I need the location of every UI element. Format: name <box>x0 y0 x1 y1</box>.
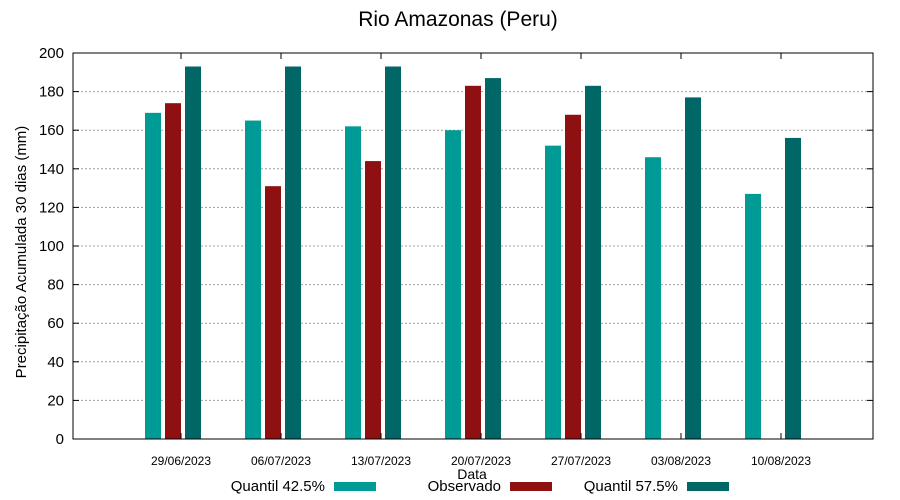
y-tick-label: 80 <box>47 277 64 294</box>
x-axis-label: Data <box>457 466 487 482</box>
x-tick-label: 27/07/2023 <box>551 454 611 468</box>
y-tick-label: 120 <box>39 199 64 216</box>
y-axis-label: Precipitação Acumulada 30 dias (mm) <box>13 126 30 379</box>
y-tick-label: 200 <box>39 45 64 62</box>
bar-observado-0 <box>165 103 181 440</box>
x-tick-label: 20/07/2023 <box>451 454 511 468</box>
bar-observado-4 <box>565 114 581 439</box>
y-tick-label: 100 <box>39 238 64 255</box>
y-tick-label: 140 <box>39 161 64 178</box>
bar-quantil-57-5--4 <box>585 85 601 439</box>
legend-swatch-1 <box>510 482 552 491</box>
x-tick-label: 06/07/2023 <box>251 454 311 468</box>
y-tick-label: 20 <box>47 392 64 409</box>
bars-group <box>145 66 801 440</box>
x-tick-label: 10/08/2023 <box>751 454 811 468</box>
y-tick-label: 60 <box>47 315 64 332</box>
bar-quantil-57-5--2 <box>385 66 401 439</box>
bar-quantil-57-5--1 <box>285 66 301 439</box>
y-tick-label: 0 <box>56 431 64 448</box>
bar-quantil-57-5--3 <box>485 78 501 439</box>
bar-quantil-57-5--6 <box>785 137 801 440</box>
legend: Quantil 42.5% Observado Quantil 57.5% <box>231 478 729 495</box>
x-axis-ticks: 29/06/2023 06/07/2023 13/07/2023 20/07/2023… <box>151 53 811 468</box>
bar-quantil-42-5--5 <box>645 157 661 439</box>
bar-quantil-57-5--0 <box>185 66 201 439</box>
x-tick-label: 13/07/2023 <box>351 454 411 468</box>
bar-quantil-42-5--6 <box>745 193 761 439</box>
x-tick-label: 29/06/2023 <box>151 454 211 468</box>
bar-quantil-42-5--0 <box>145 112 161 439</box>
bar-observado-2 <box>365 161 381 439</box>
bar-quantil-42-5--3 <box>445 130 461 439</box>
bar-quantil-42-5--2 <box>345 126 361 439</box>
legend-label-0: Quantil 42.5% <box>231 478 325 495</box>
bar-observado-3 <box>465 85 481 439</box>
bar-observado-1 <box>265 186 281 439</box>
x-tick-label: 03/08/2023 <box>651 454 711 468</box>
y-tick-label: 160 <box>39 122 64 139</box>
legend-swatch-0 <box>334 482 376 491</box>
y-axis-ticks: 0 20 40 60 80 100 120 140 160 180 200 <box>39 45 873 448</box>
y-tick-label: 180 <box>39 84 64 101</box>
legend-label-1: Observado <box>428 478 501 495</box>
chart-title: Rio Amazonas (Peru) <box>358 8 558 31</box>
legend-swatch-2 <box>687 482 729 491</box>
legend-label-2: Quantil 57.5% <box>584 478 678 495</box>
bar-quantil-42-5--1 <box>245 120 261 440</box>
bar-quantil-57-5--5 <box>685 97 701 439</box>
y-tick-label: 40 <box>47 354 64 371</box>
bar-quantil-42-5--4 <box>545 145 561 439</box>
